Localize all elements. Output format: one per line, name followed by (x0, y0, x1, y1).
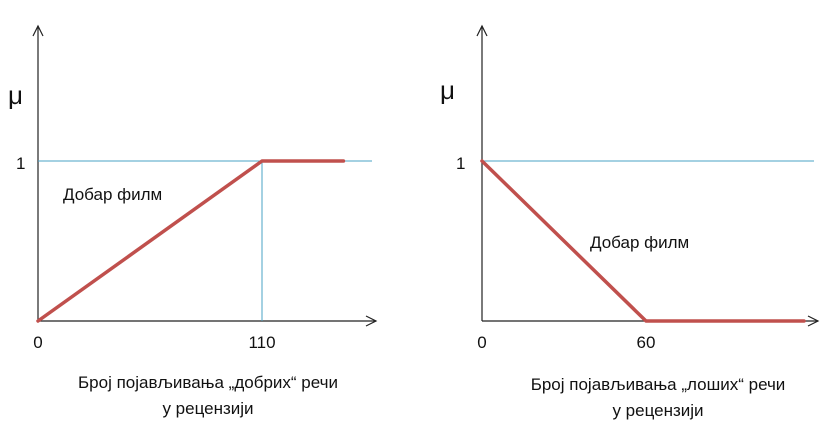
chart1-y-tick-1: 1 (16, 154, 25, 173)
chart2-y-label: μ (440, 75, 455, 105)
chart2-x-axis-arrow (807, 315, 820, 327)
chart1-x-tick-110: 110 (248, 333, 275, 352)
chart1-x-axis-arrow (365, 315, 378, 327)
chart2-series-line (480, 159, 806, 323)
chart1-y-axis-arrow (32, 24, 44, 37)
chart1-annotation: Добар филм (63, 185, 162, 204)
chart1-series-line (36, 159, 346, 323)
chart2-y-tick-1: 1 (456, 154, 465, 173)
chart2-x-tick-0: 0 (477, 333, 486, 352)
chart1-y-label: μ (8, 80, 23, 110)
chart1-x-label-line2: у рецензији (162, 399, 253, 418)
chart2-x-label-line2: у рецензији (612, 401, 703, 420)
chart1-x-label-line1: Број појављивања „добрих“ речи (78, 373, 338, 392)
chart2-annotation: Добар филм (590, 233, 689, 252)
chart-bad-words: μ 1 0 60 Добар филм Број појављивања „ло… (440, 24, 820, 420)
chart-good-words: μ 1 0 110 Добар филм Број појављивања „д… (8, 24, 378, 418)
chart2-x-label-line1: Број појављивања „лоших“ речи (531, 375, 786, 394)
chart2-y-axis-arrow (476, 24, 488, 37)
chart2-x-tick-60: 60 (637, 333, 656, 352)
chart1-x-tick-0: 0 (33, 333, 42, 352)
